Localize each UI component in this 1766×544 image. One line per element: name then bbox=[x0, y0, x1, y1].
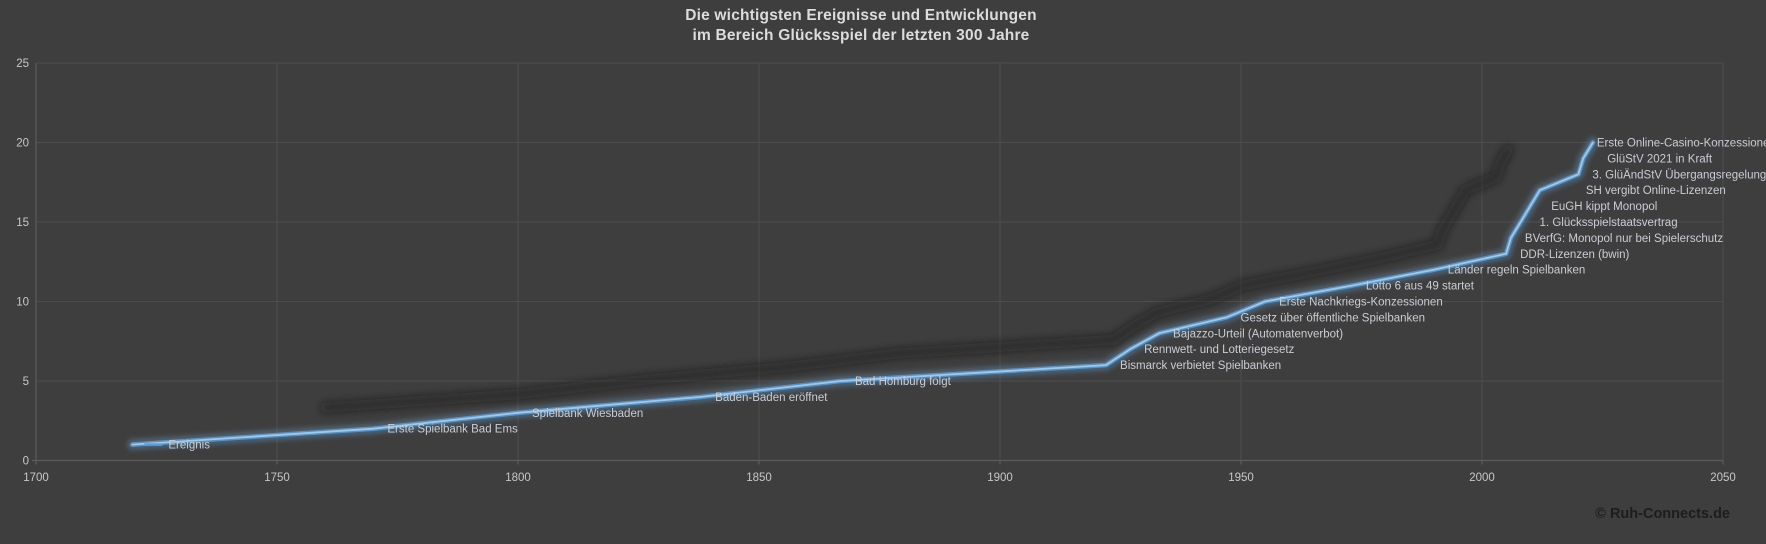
event-label: 1. Glücksspielstaatsvertrag bbox=[1540, 217, 1678, 229]
timeline-line-glow bbox=[126, 137, 1599, 451]
event-label: Gesetz über öffentliche Spielbanken bbox=[1241, 312, 1426, 324]
event-label: Länder regeln Spielbanken bbox=[1448, 265, 1585, 277]
event-label: Erste Spielbank Bad Ems bbox=[387, 424, 518, 436]
event-label: Bismarck verbietet Spielbanken bbox=[1120, 360, 1281, 372]
x-axis-label: 2050 bbox=[1710, 472, 1736, 484]
event-label: Rennwett- und Lotteriegesetz bbox=[1144, 344, 1294, 356]
x-axis-label: 1750 bbox=[264, 472, 290, 484]
event-label: DDR-Lizenzen (bwin) bbox=[1520, 249, 1629, 261]
chart-title: Die wichtigsten Ereignisse und Entwicklu… bbox=[0, 6, 1766, 46]
y-axis-label: 20 bbox=[16, 138, 29, 150]
y-axis-label: 15 bbox=[16, 217, 29, 229]
timeline-line-core bbox=[131, 141, 1594, 446]
event-label: Spielbank Wiesbaden bbox=[532, 408, 643, 420]
x-axis-label: 1800 bbox=[505, 472, 531, 484]
event-label: EuGH kippt Monopol bbox=[1551, 201, 1657, 213]
x-axis-label: 1950 bbox=[1228, 472, 1254, 484]
y-axis-label: 10 bbox=[16, 297, 29, 309]
x-axis-label: 1850 bbox=[746, 472, 772, 484]
event-label: Erste Nachkriegs-Konzessionen bbox=[1279, 297, 1443, 309]
chart-title-line2: im Bereich Glücksspiel der letzten 300 J… bbox=[692, 27, 1030, 44]
timeline-shadow bbox=[320, 144, 1514, 413]
y-axis-label: 25 bbox=[16, 58, 29, 70]
event-label: Ereignis bbox=[168, 440, 210, 452]
event-label: BVerfG: Monopol nur bei Spielerschutz bbox=[1525, 233, 1723, 245]
event-label: Baden-Baden eröffnet bbox=[715, 392, 828, 404]
x-axis-label: 2000 bbox=[1469, 472, 1495, 484]
event-label: Bad Homburg folgt bbox=[855, 376, 952, 388]
timeline-line bbox=[130, 140, 1596, 447]
event-label: Bajazzo-Urteil (Automatenverbot) bbox=[1173, 328, 1343, 340]
x-axis-label: 1900 bbox=[987, 472, 1013, 484]
event-label: 3. GlüÄndStV Übergangsregelung bbox=[1592, 169, 1766, 181]
event-label: Lotto 6 aus 49 startet bbox=[1366, 281, 1475, 293]
event-label: GlüStV 2021 in Kraft bbox=[1607, 153, 1713, 165]
event-label: Erste Online-Casino-Konzessionen bbox=[1597, 138, 1766, 150]
x-axis-label: 1700 bbox=[23, 472, 49, 484]
event-label: SH vergibt Online-Lizenzen bbox=[1586, 185, 1726, 197]
chart-title-line1: Die wichtigsten Ereignisse und Entwicklu… bbox=[685, 7, 1037, 24]
y-axis-label: 5 bbox=[23, 376, 29, 388]
copyright-text: © Ruh-Connects.de bbox=[1595, 506, 1730, 522]
y-axis-label: 0 bbox=[23, 456, 29, 468]
